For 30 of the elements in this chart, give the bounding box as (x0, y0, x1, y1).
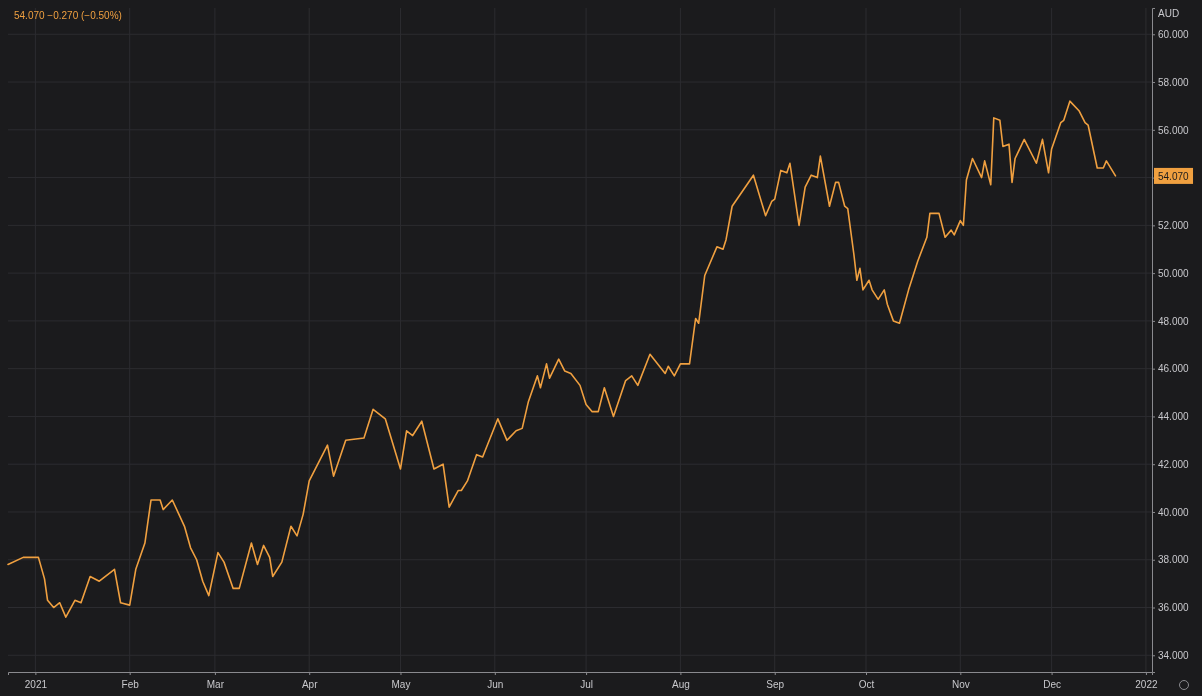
x-tick-label: Feb (121, 679, 140, 690)
y-tick-label: 36.000 (1158, 602, 1190, 614)
y-tick-label: 38.000 (1158, 554, 1190, 566)
x-tick-label: 2022 (1135, 679, 1158, 690)
x-tick-label: Nov (951, 679, 970, 690)
y-tick-label: 46.000 (1158, 363, 1190, 375)
y-tick-label: 44.000 (1158, 411, 1190, 423)
x-tick-label: 2021 (24, 679, 48, 690)
y-tick-label: 58.000 (1158, 76, 1190, 88)
annotation: 54.070 (1158, 170, 1190, 182)
y-tick-label: 60.000 (1158, 28, 1190, 40)
x-tick-label: Jun (487, 679, 504, 690)
y-tick-label: 50.000 (1158, 267, 1190, 279)
x-tick-label: Mar (206, 679, 225, 690)
chart-title: 54.070 −0.270 (−0.50%) (14, 10, 122, 21)
y-tick-label: 56.000 (1158, 124, 1190, 136)
line-series (7, 100, 1117, 618)
x-tick-label: Oct (858, 679, 875, 690)
x-tick-label: May (391, 679, 411, 690)
x-tick-label: Jul (580, 679, 593, 690)
y-tick-label: 42.000 (1158, 458, 1190, 470)
x-tick-label: Aug (672, 679, 690, 690)
x-tick-label: Sep (766, 679, 785, 690)
y-tick-label: 48.000 (1158, 315, 1190, 327)
y-tick-label: 52.000 (1158, 220, 1190, 232)
x-tick-label: Apr (301, 679, 319, 690)
y-tick-label: 40.000 (1158, 506, 1190, 518)
x-tick-label: Dec (1043, 679, 1061, 690)
y-tick-label: 34.000 (1158, 649, 1190, 661)
y-axis-title: AUD (1158, 8, 1180, 19)
